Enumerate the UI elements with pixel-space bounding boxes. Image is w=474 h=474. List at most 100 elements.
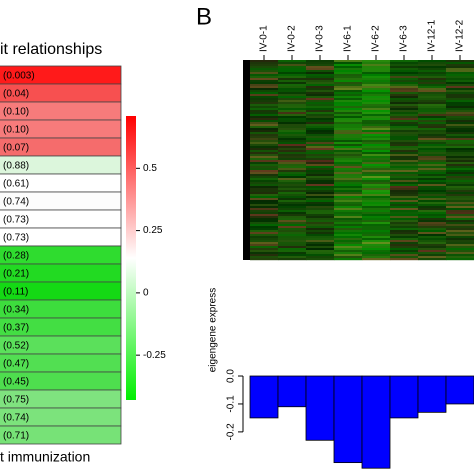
heatmap-strip [390, 128, 419, 131]
heatmap-strip [250, 210, 279, 213]
heatmap-strip [334, 142, 363, 145]
heatmap-strip [418, 228, 447, 231]
heatmap-strip [278, 150, 307, 153]
cell-label: (0.73) [3, 233, 29, 244]
heatmap-strip [250, 98, 279, 101]
heatmap-strip [278, 202, 307, 205]
heatmap-strip [362, 104, 391, 107]
heatmap-strip [250, 70, 279, 73]
heatmap-strip [362, 234, 391, 237]
heatmap-strip [446, 166, 474, 169]
heatmap-strip [446, 242, 474, 245]
heatmap-strip [278, 124, 307, 127]
heatmap-strip [418, 202, 447, 205]
heatmap-strip [418, 212, 447, 215]
heatmap-strip [278, 142, 307, 145]
heatmap-strip [390, 210, 419, 213]
heatmap-strip [446, 112, 474, 115]
heatmap-strip [390, 220, 419, 223]
heatmap-strip [306, 234, 335, 237]
heatmap-strip [418, 164, 447, 167]
heatmap-strip [390, 222, 419, 225]
heatmap-strip [418, 76, 447, 79]
heatmap-strip [446, 182, 474, 185]
heatmap-strip [418, 218, 447, 221]
heatmap-strip [334, 132, 363, 135]
heatmap-strip [334, 232, 363, 235]
heatmap-strip [306, 256, 335, 259]
heatmap-strip [250, 76, 279, 79]
heatmap-strip [250, 200, 279, 203]
heatmap-strip [390, 216, 419, 219]
heatmap-strip [390, 108, 419, 111]
heatmap-strip [334, 152, 363, 155]
heatmap-strip [446, 176, 474, 179]
heatmap-strip [362, 216, 391, 219]
heatmap-strip [334, 148, 363, 151]
heatmap-strip [418, 108, 447, 111]
heatmap-strip [250, 194, 279, 197]
y-axis-label: eigengene express [208, 288, 219, 373]
heatmap-strip [446, 232, 474, 235]
heatmap-strip [250, 148, 279, 151]
heatmap-strip [250, 88, 279, 91]
heatmap-strip [278, 248, 307, 251]
heatmap-strip [446, 148, 474, 151]
heatmap-strip [418, 126, 447, 129]
heatmap-strip [278, 186, 307, 189]
heatmap-strip [362, 236, 391, 239]
heatmap-strip [306, 190, 335, 193]
heatmap-strip [390, 158, 419, 161]
heatmap-strip [418, 90, 447, 93]
heatmap-strip [418, 192, 447, 195]
heatmap-strip [390, 148, 419, 151]
heatmap-strip [418, 152, 447, 155]
heatmap-strip [306, 178, 335, 181]
heatmap-strip [362, 124, 391, 127]
heatmap-strip [334, 222, 363, 225]
colorbar-tick-label: 0 [143, 288, 149, 299]
heatmap-strip [446, 252, 474, 255]
heatmap-strip [278, 204, 307, 207]
heatmap-strip [278, 198, 307, 201]
heatmap-strip [446, 230, 474, 233]
heatmap-strip [446, 214, 474, 217]
heatmap-strip [418, 148, 447, 151]
heatmap-strip [390, 238, 419, 241]
heatmap-strip [446, 258, 474, 261]
heatmap-strip [278, 164, 307, 167]
heatmap-strip [306, 246, 335, 249]
heatmap-strip [278, 72, 307, 75]
heatmap-strip [278, 214, 307, 217]
heatmap-strip [306, 162, 335, 165]
heatmap-strip [306, 70, 335, 73]
heatmap-strip [446, 110, 474, 113]
heatmap-strip [306, 214, 335, 217]
heatmap-strip [278, 160, 307, 163]
heatmap-strip [250, 236, 279, 239]
heatmap-strip [250, 186, 279, 189]
heatmap-strip [306, 188, 335, 191]
heatmap-strip [446, 222, 474, 225]
heatmap-strip [390, 114, 419, 117]
heatmap-strip [278, 224, 307, 227]
heatmap-strip [390, 234, 419, 237]
heatmap-strip [250, 212, 279, 215]
heatmap-strip [334, 218, 363, 221]
heatmap-strip [278, 196, 307, 199]
heatmap-strip [250, 232, 279, 235]
heatmap-strip [250, 82, 279, 85]
panel-a-title: it relationships [0, 41, 102, 58]
heatmap-strip [278, 192, 307, 195]
heatmap-strip [250, 196, 279, 199]
trait-cell [0, 425, 122, 445]
heatmap-strip [446, 192, 474, 195]
heatmap-strip [446, 108, 474, 111]
heatmap-strip [362, 126, 391, 129]
heatmap-strip [278, 230, 307, 233]
heatmap-strip [334, 256, 363, 259]
heatmap-strip [278, 170, 307, 173]
heatmap-strip [334, 128, 363, 131]
heatmap-strip [390, 214, 419, 217]
heatmap-strip [334, 196, 363, 199]
